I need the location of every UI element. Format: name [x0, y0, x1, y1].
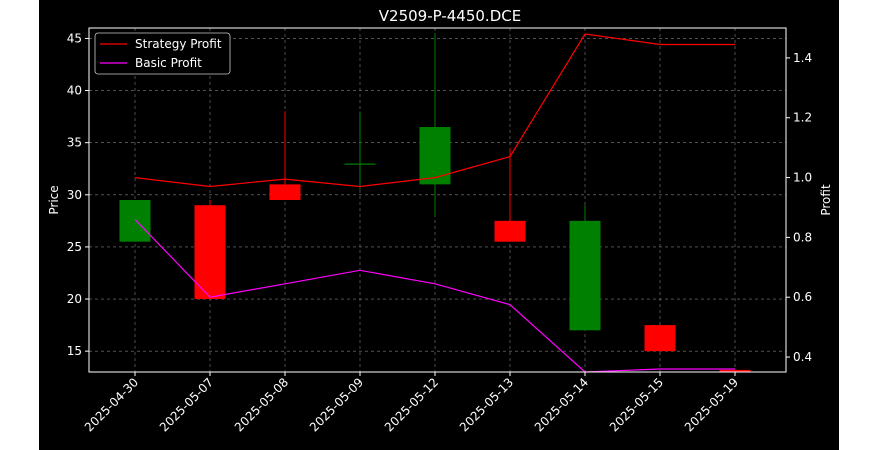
y-axis-left: 15 20 25 30 35 40 45 [67, 31, 89, 358]
legend: Strategy Profit Basic Profit [94, 32, 231, 75]
y-tick-label: 45 [67, 31, 82, 45]
x-tick-label: 2025-05-19 [682, 375, 741, 434]
x-tick-label: 2025-05-08 [232, 375, 291, 434]
x-axis: 2025-04-30 2025-05-07 2025-05-08 2025-05-09… [82, 372, 741, 434]
grid [89, 28, 786, 372]
x-tick-label: 2025-04-30 [82, 375, 141, 434]
y-tick-label: 15 [67, 344, 82, 358]
candle-body [719, 369, 751, 372]
candle-body [344, 163, 376, 165]
profit-lines [134, 33, 735, 373]
series-line-1 [134, 218, 735, 373]
x-tick-label: 2025-05-15 [607, 375, 666, 434]
x-tick-label: 2025-05-07 [157, 375, 216, 434]
y2-tick-label: 0.6 [793, 290, 812, 304]
y-tick-label: 30 [67, 188, 82, 202]
candles [119, 33, 751, 372]
series-line-0 [134, 33, 735, 188]
y2-tick-label: 1.0 [793, 171, 812, 185]
chart-title: V2509-P-4450.DCE [379, 7, 521, 25]
x-tick-label: 2025-05-13 [457, 375, 516, 434]
y-tick-label: 25 [67, 240, 82, 254]
legend-label-strategy: Strategy Profit [135, 37, 222, 51]
candle-body [419, 127, 451, 185]
y-tick-label: 20 [67, 292, 82, 306]
chart-figure: V2509-P-4450.DCE 15 20 25 30 35 40 45 0.4 0.6 0.… [39, 0, 839, 450]
x-tick-label: 2025-05-14 [532, 375, 591, 434]
y-axis-label: Price [47, 185, 61, 214]
x-tick-label: 2025-05-12 [382, 375, 441, 434]
candle-body [569, 220, 601, 331]
candle-body [119, 200, 151, 242]
y2-tick-label: 1.4 [793, 51, 812, 65]
legend-label-basic: Basic Profit [135, 56, 202, 70]
y2-tick-label: 0.4 [793, 350, 812, 364]
candle-body [494, 220, 526, 242]
plot-frame [88, 27, 787, 373]
candle-body [644, 325, 676, 352]
y-axis-right: 0.4 0.6 0.8 1.0 1.2 1.4 [786, 51, 812, 364]
y-tick-label: 35 [67, 136, 82, 150]
candle-body [269, 184, 301, 200]
y-tick-label: 40 [67, 84, 82, 98]
legend-box [94, 32, 231, 75]
y2-axis-label: Profit [819, 184, 833, 216]
candle-body [194, 205, 226, 300]
y2-tick-label: 0.8 [793, 230, 812, 244]
y2-tick-label: 1.2 [793, 111, 812, 125]
x-tick-label: 2025-05-09 [307, 375, 366, 434]
